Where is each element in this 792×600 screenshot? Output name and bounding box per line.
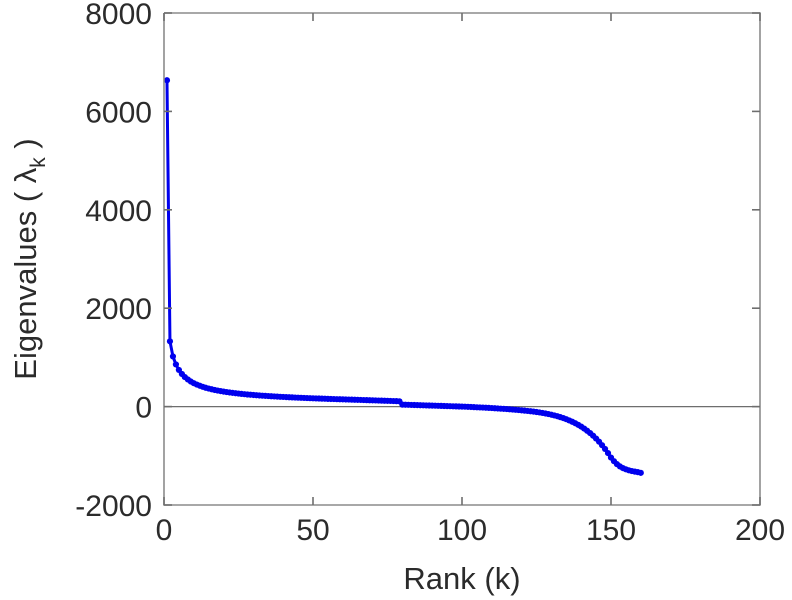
data-point-marker <box>166 338 174 345</box>
data-point-marker <box>637 469 644 476</box>
y-axis-tick-labels: -2000 0 2000 4000 6000 8000 <box>75 0 152 523</box>
x-tick-label: 200 <box>735 514 785 547</box>
x-tick-label: 0 <box>156 514 173 547</box>
y-axis-title: Eigenvalues ( λk ) <box>8 138 50 379</box>
plot-area-background <box>164 13 760 505</box>
x-tick-label: 50 <box>296 514 329 547</box>
data-series-eigenvalues <box>163 77 644 476</box>
y-tick-label: 2000 <box>85 293 152 326</box>
x-tick-label: 150 <box>586 514 636 547</box>
y-axis-title-text: Eigenvalues ( λk ) <box>8 138 50 379</box>
y-axis-ticks <box>164 12 760 506</box>
y-tick-label: 6000 <box>85 96 152 129</box>
data-point-marker <box>172 361 180 368</box>
y-tick-label: 8000 <box>85 0 152 31</box>
x-axis-title: Rank (k) <box>403 561 520 596</box>
x-axis-ticks <box>163 13 761 505</box>
data-point-marker <box>169 353 177 360</box>
data-point-marker <box>163 77 171 84</box>
x-axis-tick-labels: 0 50 100 150 200 <box>156 514 785 547</box>
y-tick-label: 4000 <box>85 195 152 228</box>
y-tick-label: 0 <box>135 392 152 425</box>
y-label-subscript: k <box>27 157 50 168</box>
x-tick-label: 100 <box>437 514 487 547</box>
y-tick-label: -2000 <box>75 490 152 523</box>
data-point-marker <box>604 449 612 457</box>
